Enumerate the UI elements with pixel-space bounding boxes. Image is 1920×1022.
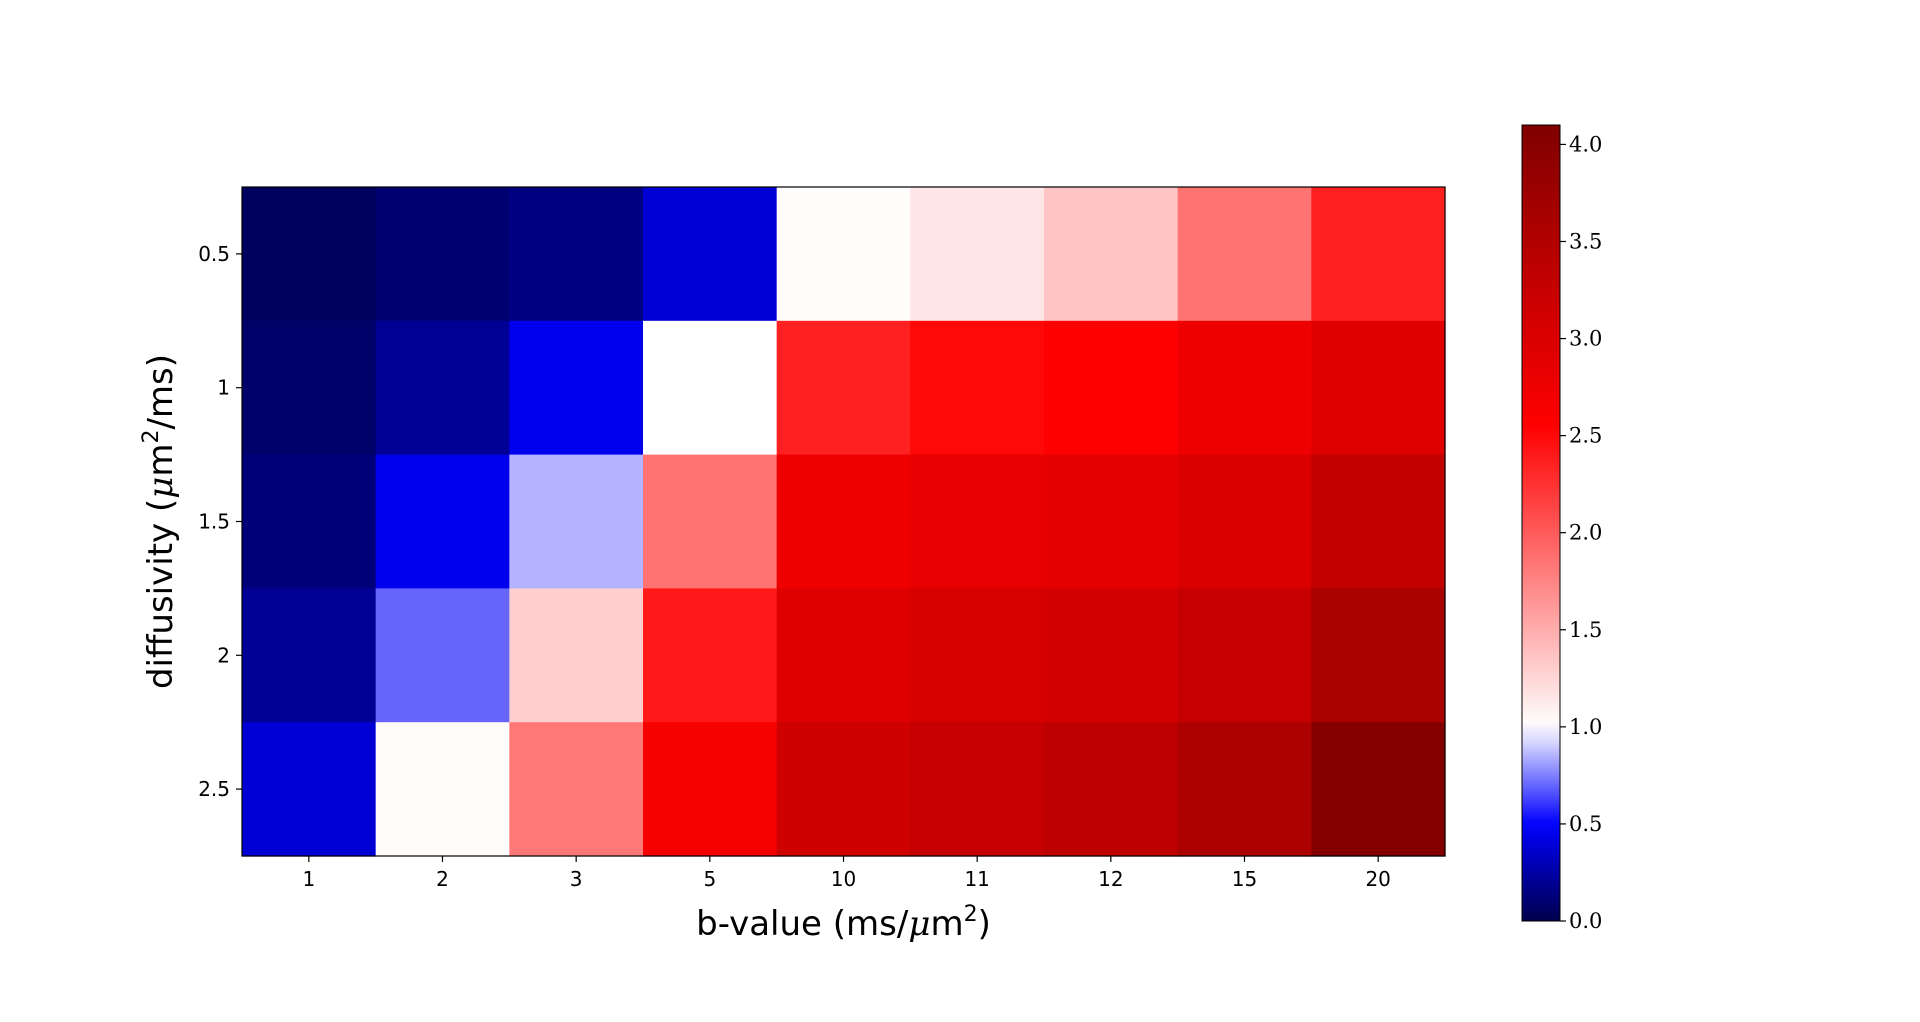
heatmap-cell: [776, 454, 911, 589]
y-tick-label: 1.5: [198, 510, 230, 534]
x-tick-label: 11: [964, 867, 989, 891]
heatmap-cell: [509, 320, 644, 456]
heatmap-cell: [1044, 320, 1179, 456]
heatmap-cell: [1044, 722, 1179, 857]
heatmap-cell: [1177, 187, 1312, 322]
y-axis-label: diffusivity (μm2/ms): [139, 354, 181, 689]
heatmap-cell: [910, 588, 1045, 723]
heatmap-cell: [375, 187, 510, 322]
x-axis-ticks: 1 2 3 5 10 11 12 15 20: [302, 856, 1391, 891]
heatmap-cell: [1044, 454, 1179, 589]
heatmap-cell: [375, 588, 510, 723]
heatmap-cell: [1044, 187, 1179, 322]
x-tick-label: 10: [831, 867, 856, 891]
heatmap-cell: [643, 320, 778, 456]
heatmap-cell: [910, 454, 1045, 589]
heatmap-cell: [1311, 187, 1446, 322]
heatmap-cell: [509, 588, 644, 723]
heatmap-cell: [242, 722, 377, 857]
heatmap-cell: [643, 454, 778, 589]
heatmap-cells: [242, 187, 1446, 857]
heatmap-cell: [1044, 588, 1179, 723]
heatmap-cell: [242, 454, 377, 589]
colorbar-tick-label: 1.5: [1569, 618, 1602, 642]
colorbar-tick-label: 3.5: [1569, 229, 1602, 253]
heatmap-cell: [242, 320, 377, 456]
heatmap-cell: [776, 187, 911, 322]
heatmap-cell: [1311, 320, 1446, 456]
heatmap-cell: [1177, 320, 1312, 456]
heatmap-cell: [242, 187, 377, 322]
heatmap-cell: [1177, 722, 1312, 857]
y-tick-label: 2.5: [198, 777, 230, 801]
heatmap-cell: [1177, 454, 1312, 589]
heatmap-cell: [643, 722, 778, 857]
y-tick-label: 2: [217, 643, 230, 667]
heatmap-cell: [643, 588, 778, 723]
colorbar-tick-label: 1.0: [1569, 715, 1602, 739]
heatmap-cell: [910, 187, 1045, 322]
colorbar-tick-label: 4.0: [1569, 132, 1602, 156]
x-tick-label: 3: [570, 867, 583, 891]
heatmap-cell: [509, 187, 644, 322]
heatmap-cell: [776, 588, 911, 723]
x-axis-label: b-value (ms/μm2): [696, 902, 991, 944]
x-tick-label: 1: [302, 867, 315, 891]
heatmap-cell: [776, 722, 911, 857]
x-tick-label: 2: [436, 867, 449, 891]
heatmap-cell: [1177, 588, 1312, 723]
heatmap-cell: [1311, 588, 1446, 723]
y-tick-label: 1: [217, 376, 230, 400]
heatmap-cell: [643, 187, 778, 322]
colorbar: [1521, 124, 1561, 922]
heatmap-cell: [375, 454, 510, 589]
colorbar-tick-label: 2.0: [1569, 521, 1602, 545]
heatmap-cell: [910, 320, 1045, 456]
heatmap-cell: [375, 320, 510, 456]
x-tick-label: 5: [703, 867, 716, 891]
x-tick-label: 20: [1365, 867, 1390, 891]
y-tick-label: 0.5: [198, 242, 230, 266]
heatmap-cell: [1311, 454, 1446, 589]
heatmap-cell: [1311, 722, 1446, 857]
colorbar-tick-label: 0.5: [1569, 812, 1602, 836]
heatmap-cell: [375, 722, 510, 857]
heatmap-cell: [776, 320, 911, 456]
heatmap-cell: [509, 722, 644, 857]
y-axis-label-sup: 2: [139, 430, 164, 444]
colorbar-tick-label: 2.5: [1569, 424, 1602, 448]
colorbar-ticks: 0.0 0.5 1.0 1.5 2.0 2.5 3.0 3.5 4.0: [1560, 132, 1602, 933]
x-tick-label: 15: [1232, 867, 1257, 891]
heatmap-cell: [509, 454, 644, 589]
heatmap-cell: [242, 588, 377, 723]
heatmap-cell: [910, 722, 1045, 857]
colorbar-tick-label: 3.0: [1569, 327, 1602, 351]
x-axis-label-sup: 2: [964, 902, 978, 927]
x-tick-label: 12: [1098, 867, 1123, 891]
y-axis-ticks: 0.5 1 1.5 2 2.5: [198, 242, 242, 801]
colorbar-tick-label: 0.0: [1569, 909, 1602, 933]
